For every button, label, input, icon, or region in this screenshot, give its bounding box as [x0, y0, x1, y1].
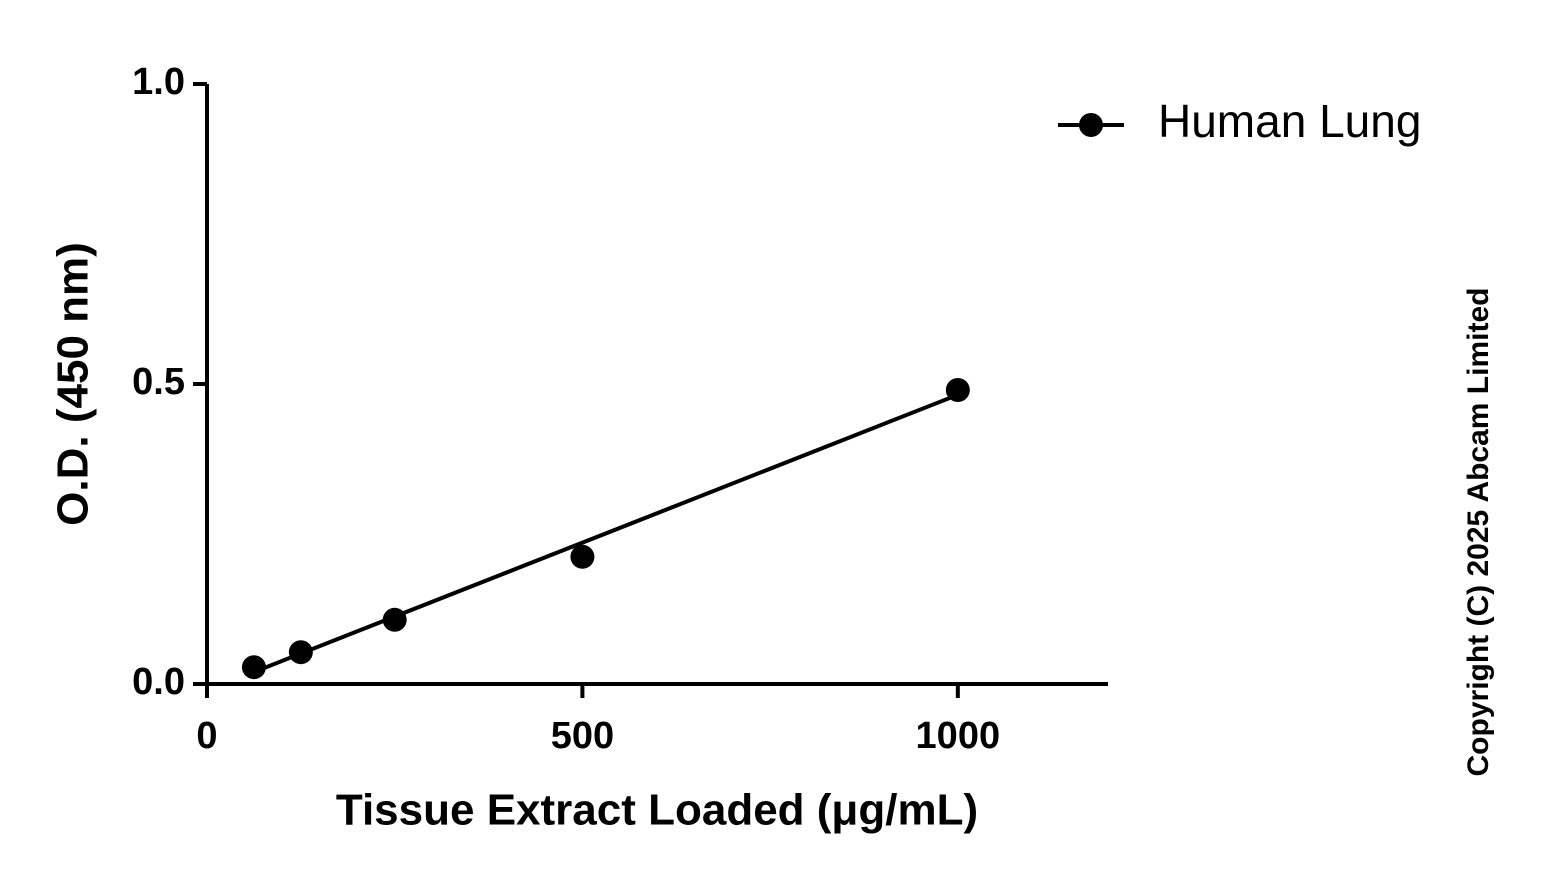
data-point	[570, 544, 595, 569]
x-axis-label: Tissue Extract Loaded (μg/mL)	[336, 786, 978, 835]
legend-label: Human Lung	[1158, 95, 1421, 147]
fit-line	[253, 392, 959, 674]
y-tick-label: 1.0	[132, 61, 185, 103]
y-axis-label: O.D. (450 nm)	[49, 242, 98, 526]
x-tick-label: 0	[196, 715, 217, 757]
data-point	[945, 378, 970, 402]
data-point	[288, 640, 313, 665]
data-point	[241, 655, 266, 680]
copyright: Copyright (C) 2025 Abcam Limited	[1462, 288, 1495, 777]
y-tick-label: 0.0	[132, 661, 185, 703]
y-tick-label: 0.5	[132, 361, 185, 403]
x-tick-label: 1000	[916, 715, 1001, 757]
legend-marker	[1079, 113, 1103, 137]
data-point	[382, 607, 407, 632]
x-tick-label: 500	[551, 715, 614, 757]
